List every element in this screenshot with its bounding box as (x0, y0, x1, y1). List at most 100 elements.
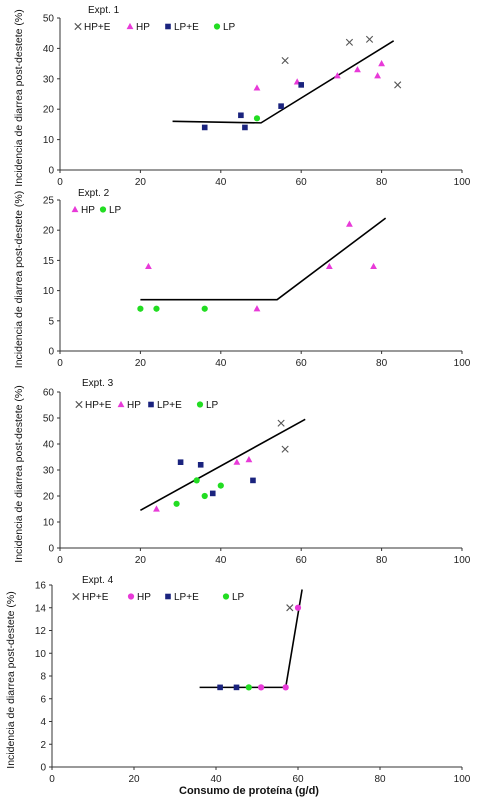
legend-label-hp-plus-e: HP+E (84, 22, 111, 33)
data-point-hp-plus-e (281, 445, 289, 453)
chart-panel-4: 0 2 4 6 8 10 12 14 16 0 20 40 60 80 100 Incidencia de d… (5, 575, 471, 797)
y-tick-label: 8 (40, 672, 46, 683)
data-point-lp (245, 684, 252, 691)
legend-marker-lp-plus-e (148, 401, 154, 408)
x-tick-label: 40 (210, 774, 222, 785)
data-point-hp (354, 66, 361, 73)
data-point-hp (370, 262, 377, 270)
x-tick-label: 20 (135, 555, 147, 566)
x-tick-label: 100 (454, 774, 471, 785)
data-point-hp-plus-e (394, 81, 402, 89)
legend-label-hp: HP (137, 592, 151, 603)
data-point-lp-plus-e (177, 459, 184, 465)
legend-marker-lp (99, 206, 107, 213)
legend-marker-lp (213, 23, 221, 30)
data-point-hp (245, 456, 253, 463)
x-tick-label: 100 (454, 555, 471, 566)
legend-marker-hp-plus-e (74, 22, 82, 31)
x-tick-label: 0 (57, 555, 63, 566)
x-tick-label: 60 (296, 177, 308, 188)
y-tick-label: 12 (35, 626, 47, 637)
legend-marker-lp (196, 401, 204, 408)
data-point-lp-plus-e (242, 124, 248, 131)
data-point-hp (333, 72, 341, 79)
panel-title: Expt. 2 (78, 188, 110, 199)
legend-marker-lp-plus-e (165, 593, 171, 600)
chart-panel-3: 0 10 20 30 40 50 60 0 20 40 60 80 100 Incidencia de d… (13, 378, 471, 566)
fit-line (140, 217, 387, 301)
panel-title: Expt. 3 (82, 378, 114, 389)
panel-title: Expt. 4 (82, 575, 114, 586)
y-tick-label: 2 (40, 740, 46, 751)
data-point-hp-plus-e (286, 604, 294, 612)
fit-line (140, 418, 306, 512)
y-tick-label: 20 (43, 105, 55, 116)
y-tick-label: 0 (48, 166, 54, 177)
legend-marker-lp (222, 593, 230, 600)
data-point-lp (217, 482, 224, 489)
y-tick-label: 6 (40, 694, 46, 705)
legend-label-lp-plus-e: LP+E (174, 22, 199, 33)
data-point-hp (253, 305, 261, 312)
y-tick-label: 40 (43, 440, 55, 451)
fit-line (199, 589, 303, 689)
data-point-hp (145, 262, 152, 270)
data-point-hp (253, 84, 261, 91)
data-point-lp (253, 115, 261, 122)
data-point-hp (374, 72, 381, 79)
data-point-lp-plus-e (209, 490, 216, 497)
legend-label-hp: HP (136, 22, 150, 33)
x-tick-label: 100 (454, 177, 471, 188)
x-tick-label: 0 (57, 177, 63, 188)
x-axis-label: Consumo de proteína (g/d) (179, 785, 319, 797)
data-point-lp-plus-e (298, 82, 304, 88)
data-point-lp-plus-e (197, 462, 204, 468)
y-axis-label: Incidencia de diarrea post-destete (%) (13, 191, 25, 368)
data-point-hp-plus-e (277, 419, 285, 427)
y-tick-label: 5 (48, 316, 54, 327)
x-tick-label: 20 (135, 177, 147, 188)
x-tick-label: 80 (376, 358, 388, 369)
legend-label-lp-plus-e: LP+E (157, 400, 182, 411)
data-point-lp (173, 500, 180, 507)
data-point-hp (282, 684, 289, 691)
y-axis-label: Incidencia de diarrea post-destete (%) (13, 9, 25, 186)
data-point-hp (294, 604, 302, 611)
y-tick-label: 0 (40, 763, 46, 774)
chart-panel-1: 0 10 20 30 40 50 0 20 40 60 80 100 Incidencia de dia… (13, 5, 471, 188)
data-point-hp-plus-e (345, 38, 354, 46)
legend-marker-lp-plus-e (165, 23, 171, 30)
x-tick-label: 20 (135, 358, 147, 369)
legend-label-lp-plus-e: LP+E (174, 592, 199, 603)
fit-line (172, 40, 395, 124)
data-point-hp (153, 505, 160, 512)
y-tick-label: 10 (43, 135, 55, 146)
panel-title: Expt. 1 (88, 5, 120, 16)
legend-marker-hp-plus-e (72, 592, 80, 601)
x-tick-label: 0 (49, 774, 55, 785)
y-tick-label: 10 (35, 649, 47, 660)
data-point-lp (137, 305, 144, 312)
y-tick-label: 10 (43, 518, 55, 529)
legend-label-hp: HP (127, 400, 141, 411)
legend-marker-hp (117, 400, 125, 408)
legend-label-hp-plus-e: HP+E (82, 592, 109, 603)
data-point-hp (346, 220, 353, 227)
x-tick-label: 40 (215, 177, 227, 188)
data-point-hp (378, 60, 385, 67)
data-point-lp (201, 492, 208, 500)
y-tick-label: 16 (35, 581, 47, 592)
data-point-lp-plus-e (201, 124, 208, 131)
y-axis-label: Incidencia de diarrea post-destete (%) (13, 385, 25, 562)
legend-marker-hp (127, 593, 135, 600)
legend-label-lp: LP (109, 205, 122, 216)
y-tick-label: 40 (43, 44, 55, 55)
x-tick-label: 0 (57, 358, 63, 369)
data-point-lp (201, 305, 208, 312)
y-tick-label: 20 (43, 492, 55, 503)
x-tick-label: 60 (296, 555, 308, 566)
x-tick-label: 80 (376, 555, 388, 566)
y-tick-label: 25 (43, 196, 55, 207)
legend-marker-hp-plus-e (75, 400, 83, 409)
